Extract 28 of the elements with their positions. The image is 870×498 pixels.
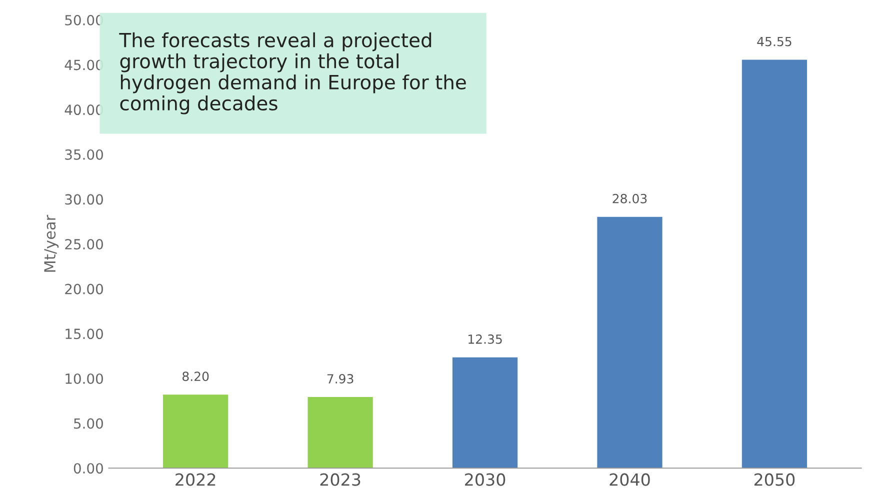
y-tick-label: 30.00 [65,194,103,205]
y-tick-label: 40.00 [64,104,103,116]
bar [308,397,373,468]
y-tick-label: 35.00 [65,149,103,160]
data-label: 12.35 [468,334,502,344]
y-tick-label: 0.00 [74,463,103,474]
annotation: The forecasts reveal a projected growth trajectory in the total hydrogen demand in Europe for the coming decades [119,32,466,114]
data-label: 45.55 [757,36,792,46]
y-tick-label: 20.00 [65,284,103,294]
x-tick-label: 2022 [176,473,216,486]
x-tick-label: 2030 [465,473,506,486]
data-label: 8.20 [182,372,209,382]
bar [742,60,808,468]
y-tick-label: 45.00 [64,60,103,70]
y-tick-label: 5.00 [74,418,103,429]
y-tick-label: 15.00 [66,328,103,340]
y-tick-label: 25.00 [65,238,103,250]
x-tick-label: 2040 [610,473,650,486]
x-tick-label: 2050 [754,473,795,486]
y-tick-label: 50.00 [65,14,103,26]
y-tick-label: 10.00 [66,373,103,384]
y-axis-title: Mt/year [44,214,59,272]
x-tick-label: 2023 [320,473,360,486]
data-label: 28.03 [612,194,647,204]
bar [597,216,662,468]
bar [163,394,228,468]
bar [452,357,518,468]
data-label: 7.93 [327,374,354,384]
